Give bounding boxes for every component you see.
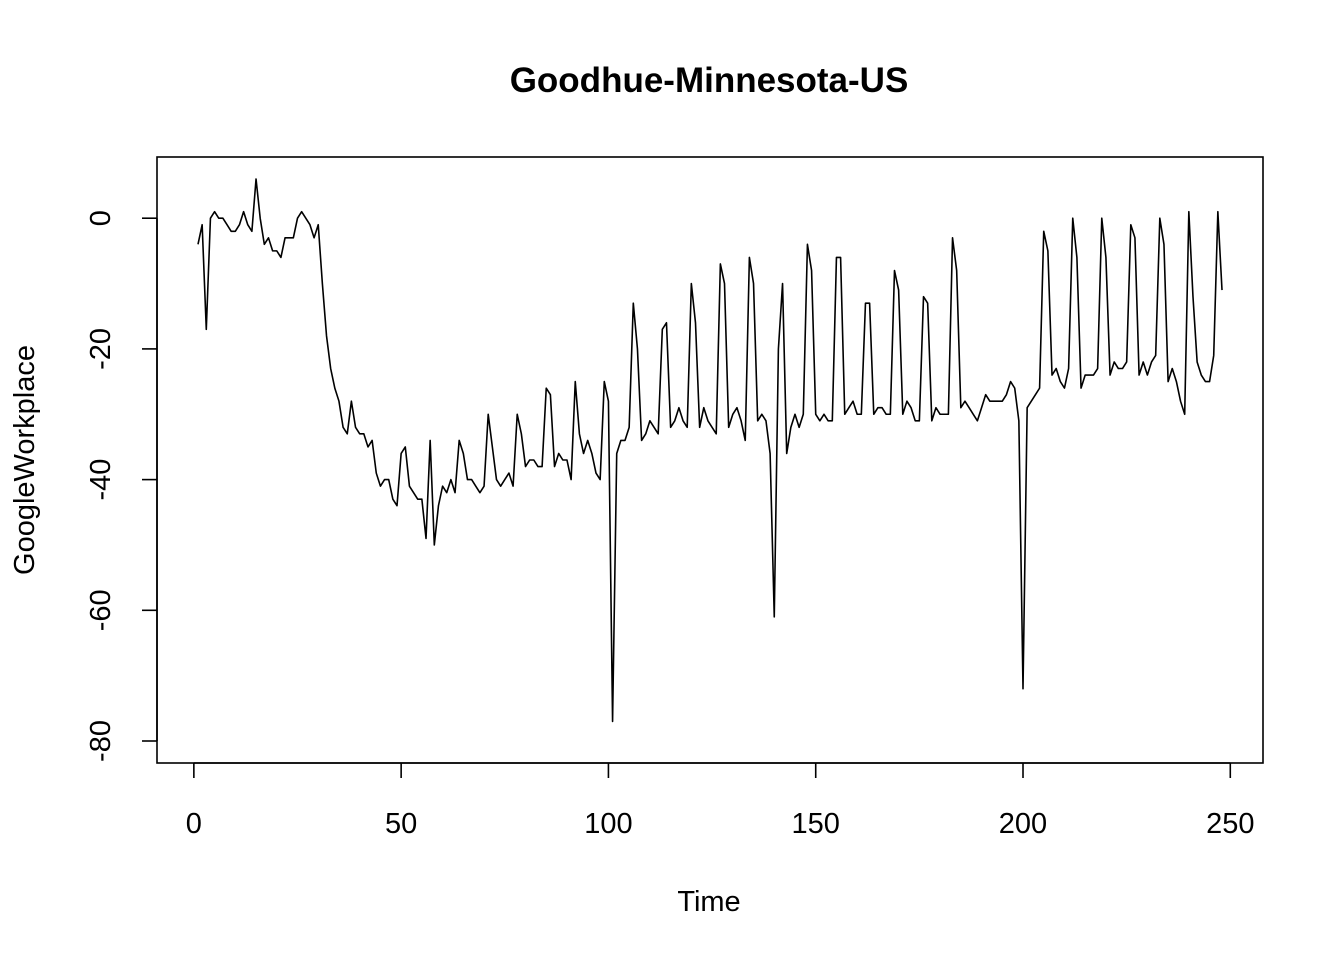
x-tick-label: 200 <box>999 808 1047 840</box>
y-tick-label: -80 <box>85 720 117 762</box>
y-tick-label: -40 <box>85 459 117 501</box>
y-axis: -80 -60 -40 -20 0 <box>85 210 158 762</box>
y-tick-label: -60 <box>85 589 117 631</box>
y-tick-label: 0 <box>85 210 117 226</box>
x-tick-label: 50 <box>385 808 417 840</box>
x-tick-label: 250 <box>1206 808 1254 840</box>
y-axis-label: GoogleWorkplace <box>9 345 41 575</box>
x-axis: 0 50 100 150 200 250 <box>186 762 1254 840</box>
y-tick-label: -20 <box>85 328 117 370</box>
x-tick-label: 0 <box>186 808 202 840</box>
x-axis-label: Time <box>677 886 740 918</box>
x-tick-label: 150 <box>792 808 840 840</box>
plot-frame <box>156 156 1264 764</box>
series-line-googleworkplace <box>197 178 1223 723</box>
x-tick-label: 100 <box>584 808 632 840</box>
chart-title: Goodhue-Minnesota-US <box>510 61 909 100</box>
